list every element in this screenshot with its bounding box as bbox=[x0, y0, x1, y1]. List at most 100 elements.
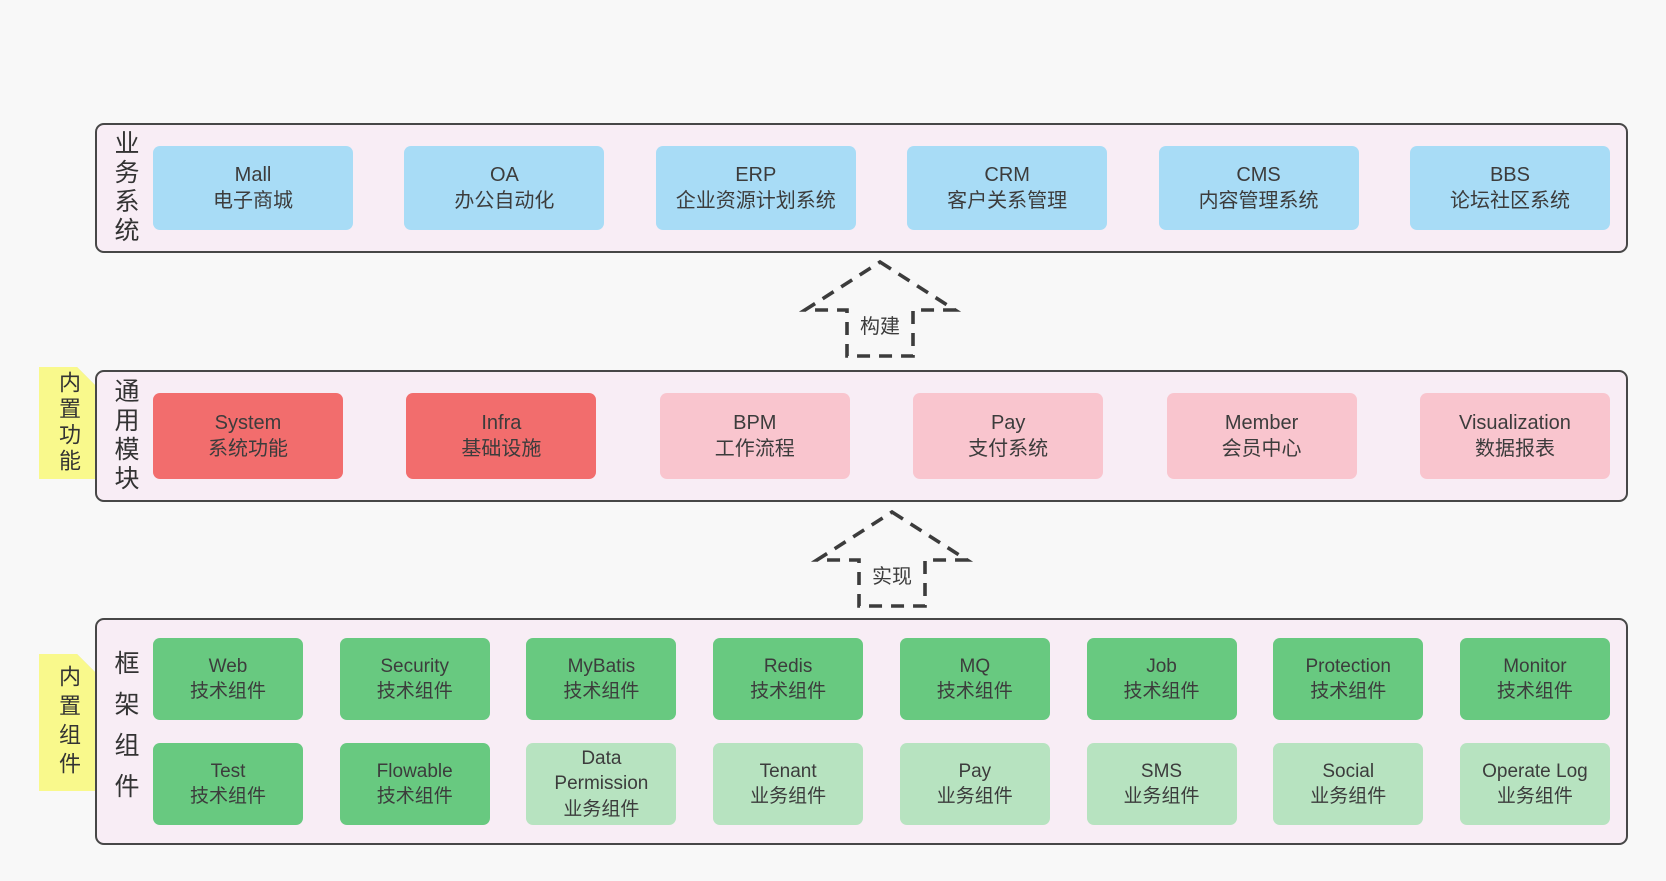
box-subtitle: 技术组件 bbox=[750, 681, 827, 702]
box-operate-log: Operate Log 业务组件 bbox=[1459, 743, 1610, 825]
box-subtitle: 论坛社区系统 bbox=[1449, 190, 1570, 212]
sticky-note-builtin-features-text: 内置功能 bbox=[56, 371, 81, 475]
box-test: Test 技术组件 bbox=[153, 743, 303, 825]
box-row: Web 技术组件 Security 技术组件 MyBatis 技术组件 Redis 技术组件 M… bbox=[153, 638, 1610, 720]
box-subtitle: 技术组件 bbox=[563, 681, 640, 702]
box-subtitle: 业务组件 bbox=[750, 786, 827, 807]
implement-arrow: 实现 bbox=[797, 508, 987, 612]
box-crm: CRM 客户关系管理 bbox=[907, 146, 1108, 230]
band-common-modules: 通用模块 System 系统功能 Infra 基础设施 BPM 工作流程 Pay 支付系统 Me… bbox=[95, 370, 1628, 502]
box-title: ERP bbox=[735, 163, 777, 186]
box-subtitle: 电子商城 bbox=[213, 190, 293, 212]
box-mybatis: MyBatis 技术组件 bbox=[526, 638, 677, 720]
box-bbs: BBS 论坛社区系统 bbox=[1409, 146, 1610, 230]
box-subtitle: 会员中心 bbox=[1221, 438, 1302, 460]
box-cms: CMS 内容管理系统 bbox=[1158, 146, 1359, 230]
box-subtitle: 技术组件 bbox=[1310, 681, 1387, 702]
box-subtitle: 业务组件 bbox=[1310, 786, 1387, 807]
box-title: Data Permission bbox=[554, 748, 649, 795]
box-title: Pay bbox=[990, 411, 1026, 434]
box-title: Mall bbox=[234, 163, 272, 186]
box-subtitle: 支付系统 bbox=[968, 438, 1049, 460]
box-title: Member bbox=[1224, 411, 1299, 434]
box-subtitle: 技术组件 bbox=[1123, 681, 1200, 702]
box-mall: Mall 电子商城 bbox=[153, 146, 353, 230]
box-subtitle: 系统功能 bbox=[208, 438, 288, 460]
box-subtitle: 技术组件 bbox=[376, 681, 453, 702]
box-title: CMS bbox=[1236, 163, 1281, 186]
box-subtitle: 业务组件 bbox=[936, 786, 1013, 807]
box-title: Monitor bbox=[1503, 655, 1567, 677]
box-subtitle: 工作流程 bbox=[714, 438, 795, 460]
sticky-note-builtin-components: 内置组件 bbox=[39, 654, 97, 791]
box-subtitle: 基础设施 bbox=[461, 438, 542, 460]
box-title: BBS bbox=[1489, 163, 1530, 186]
box-title: Infra bbox=[481, 411, 522, 434]
box-infra: Infra 基础设施 bbox=[406, 393, 597, 479]
band-business-systems: 业务系统 Mall 电子商城 OA 办公自动化 ERP 企业资源计划系统 CRM 客户关系管理… bbox=[95, 123, 1628, 253]
sticky-note-builtin-features: 内置功能 bbox=[39, 367, 97, 479]
box-title: System bbox=[214, 411, 282, 434]
box-title: Job bbox=[1146, 655, 1177, 677]
box-title: Social bbox=[1322, 760, 1375, 782]
box-subtitle: 技术组件 bbox=[189, 786, 266, 807]
box-flowable: Flowable 技术组件 bbox=[339, 743, 490, 825]
box-title: SMS bbox=[1140, 760, 1183, 782]
box-sms: SMS 业务组件 bbox=[1086, 743, 1237, 825]
box-social: Social 业务组件 bbox=[1273, 743, 1424, 825]
box-subtitle: 技术组件 bbox=[936, 681, 1013, 702]
box-redis: Redis 技术组件 bbox=[713, 638, 864, 720]
box-title: MQ bbox=[959, 655, 991, 677]
box-subtitle: 业务组件 bbox=[1123, 786, 1200, 807]
sticky-note-builtin-components-text: 内置组件 bbox=[56, 664, 81, 781]
box-protection: Protection 技术组件 bbox=[1273, 638, 1424, 720]
up-arrow-icon bbox=[798, 259, 962, 358]
box-title: Redis bbox=[763, 655, 813, 677]
box-title: CRM bbox=[984, 163, 1030, 186]
build-arrow: 构建 bbox=[785, 258, 975, 362]
band-business-systems-boxes: Mall 电子商城 OA 办公自动化 ERP 企业资源计划系统 CRM 客户关系管理 CMS 内容… bbox=[153, 125, 1610, 251]
box-system: System 系统功能 bbox=[153, 393, 343, 479]
box-pay: Pay 业务组件 bbox=[899, 743, 1050, 825]
box-mq: MQ 技术组件 bbox=[899, 638, 1050, 720]
band-business-systems-label: 业务系统 bbox=[111, 130, 139, 246]
box-subtitle: 客户关系管理 bbox=[947, 190, 1068, 212]
box-title: Tenant bbox=[759, 760, 817, 782]
box-title: Test bbox=[210, 760, 246, 782]
box-subtitle: 业务组件 bbox=[563, 798, 640, 820]
box-tenant: Tenant 业务组件 bbox=[713, 743, 864, 825]
box-title: Web bbox=[208, 655, 248, 677]
box-subtitle: 内容管理系统 bbox=[1198, 190, 1319, 212]
box-subtitle: 业务组件 bbox=[1496, 786, 1573, 807]
box-pay: Pay 支付系统 bbox=[913, 393, 1104, 479]
box-security: Security 技术组件 bbox=[339, 638, 490, 720]
box-row: System 系统功能 Infra 基础设施 BPM 工作流程 Pay 支付系统 Member 会… bbox=[153, 393, 1610, 479]
box-subtitle: 办公自动化 bbox=[454, 190, 555, 212]
box-title: Flowable bbox=[376, 760, 453, 782]
box-member: Member 会员中心 bbox=[1166, 393, 1357, 479]
box-job: Job 技术组件 bbox=[1086, 638, 1237, 720]
band-common-modules-label: 通用模块 bbox=[111, 378, 139, 494]
box-subtitle: 技术组件 bbox=[189, 681, 266, 702]
box-title: MyBatis bbox=[567, 655, 636, 677]
box-title: OA bbox=[489, 163, 519, 186]
band-common-modules-boxes: System 系统功能 Infra 基础设施 BPM 工作流程 Pay 支付系统 Member 会… bbox=[153, 372, 1610, 500]
band-framework-components: 框架组件 Web 技术组件 Security 技术组件 MyBatis 技术组件 Redis… bbox=[95, 618, 1628, 845]
box-subtitle: 企业资源计划系统 bbox=[675, 190, 836, 212]
box-oa: OA 办公自动化 bbox=[404, 146, 605, 230]
band-framework-components-boxes: Web 技术组件 Security 技术组件 MyBatis 技术组件 Redis 技术组件 M… bbox=[153, 620, 1610, 843]
box-subtitle: 数据报表 bbox=[1474, 438, 1555, 460]
up-arrow-icon bbox=[810, 509, 974, 608]
box-web: Web 技术组件 bbox=[153, 638, 303, 720]
box-row: Mall 电子商城 OA 办公自动化 ERP 企业资源计划系统 CRM 客户关系管理 CMS 内容… bbox=[153, 146, 1610, 230]
box-title: Security bbox=[380, 655, 450, 677]
implement-arrow-label: 实现 bbox=[868, 559, 916, 590]
box-title: Visualization bbox=[1458, 411, 1571, 434]
box-data-permission: Data Permission 业务组件 bbox=[526, 743, 677, 825]
box-subtitle: 技术组件 bbox=[376, 786, 453, 807]
box-monitor: Monitor 技术组件 bbox=[1459, 638, 1610, 720]
box-title: BPM bbox=[733, 411, 777, 434]
box-subtitle: 技术组件 bbox=[1496, 681, 1573, 702]
box-title: Protection bbox=[1305, 655, 1391, 677]
